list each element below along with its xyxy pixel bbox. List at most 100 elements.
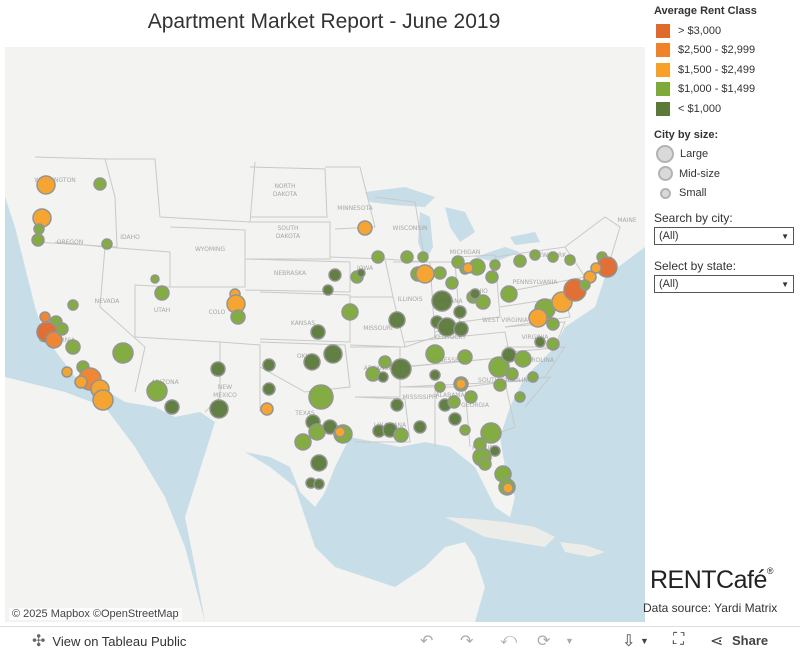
city-bubble bbox=[341, 303, 359, 321]
refresh-icon[interactable]: ⟳ bbox=[537, 633, 551, 650]
download-icon[interactable]: ⇩ bbox=[622, 633, 636, 650]
land bbox=[5, 47, 645, 622]
rent-legend-item[interactable]: $2,500 - $2,999 bbox=[654, 41, 796, 61]
city-bubble bbox=[579, 279, 591, 291]
city-select-value: (All) bbox=[659, 230, 679, 242]
city-bubble bbox=[493, 378, 507, 392]
city-bubble bbox=[547, 251, 559, 263]
city-bubble bbox=[434, 381, 446, 393]
city-bubble bbox=[417, 251, 429, 263]
city-bubble bbox=[357, 220, 373, 236]
redo-icon[interactable]: ↷ bbox=[460, 633, 474, 650]
city-bubble bbox=[313, 478, 325, 490]
rent-legend-label: > $3,000 bbox=[678, 24, 722, 37]
rentcafe-logo: RENTCafé® bbox=[650, 566, 774, 595]
city-bubble bbox=[393, 427, 409, 443]
data-source: Data source: Yardi Matrix bbox=[643, 601, 778, 615]
svg-text:NEW: NEW bbox=[218, 384, 232, 391]
city-bubble bbox=[437, 317, 457, 337]
large-circle-icon bbox=[656, 145, 674, 164]
city-bubble bbox=[93, 177, 107, 191]
rent-legend-item[interactable]: $1,500 - $2,499 bbox=[654, 60, 796, 80]
city-bubble bbox=[464, 390, 478, 404]
svg-text:DAKOTA: DAKOTA bbox=[273, 191, 298, 198]
svg-text:ARIZONA: ARIZONA bbox=[151, 379, 179, 386]
city-bubble bbox=[502, 482, 514, 494]
color-swatch bbox=[656, 23, 670, 38]
city-bubble bbox=[294, 433, 312, 451]
svg-text:SOUTH CAROLINA: SOUTH CAROLINA bbox=[478, 377, 533, 384]
city-bubble bbox=[230, 309, 246, 325]
svg-text:ALABAMA: ALABAMA bbox=[435, 392, 465, 399]
svg-text:UTAH: UTAH bbox=[154, 307, 170, 314]
fullscreen-icon[interactable]: ⛶ bbox=[673, 631, 685, 648]
city-bubble bbox=[455, 378, 467, 390]
svg-text:TENNESSEE: TENNESSEE bbox=[426, 357, 463, 364]
city-bubbles[interactable] bbox=[31, 175, 618, 496]
size-legend-title: City by size: bbox=[654, 128, 719, 141]
city-bubble bbox=[310, 324, 326, 340]
map-attribution[interactable]: © 2025 Mapbox ©OpenStreetMap bbox=[9, 608, 182, 620]
map-canvas[interactable]: WASHINGTON OREGON IDAHO NEVADA UTAH ARIZ… bbox=[5, 47, 645, 622]
logo-mark: ® bbox=[766, 566, 774, 576]
city-bubble bbox=[590, 262, 602, 274]
city-bubble bbox=[462, 262, 474, 274]
city-bubble bbox=[475, 294, 491, 310]
rent-legend-item[interactable]: < $1,000 bbox=[654, 99, 796, 119]
city-bubble bbox=[433, 266, 447, 280]
svg-text:ARKANSAS: ARKANSAS bbox=[364, 365, 397, 372]
city-bubble bbox=[328, 268, 342, 282]
city-bubble bbox=[400, 250, 414, 264]
state-select[interactable]: (All) ▼ bbox=[654, 275, 794, 293]
city-bubble bbox=[413, 420, 427, 434]
city-bubble bbox=[55, 322, 69, 336]
revert-icon[interactable]: ⤺ bbox=[500, 631, 518, 648]
city-select[interactable]: (All) ▼ bbox=[654, 227, 794, 245]
city-bubble bbox=[146, 380, 168, 402]
city-bubble bbox=[514, 350, 532, 368]
city-bubble bbox=[473, 437, 487, 451]
svg-text:MAINE: MAINE bbox=[617, 217, 637, 224]
refresh-dropdown-icon[interactable]: ▼ bbox=[565, 636, 574, 646]
city-bubble bbox=[514, 391, 526, 403]
city-bubble bbox=[388, 311, 406, 329]
city-bubble bbox=[67, 299, 79, 311]
rent-legend-label: < $1,000 bbox=[678, 102, 722, 115]
small-circle-icon bbox=[660, 187, 671, 199]
svg-text:NEVADA: NEVADA bbox=[95, 298, 121, 305]
share-button[interactable]: Share bbox=[732, 633, 769, 648]
city-bubble bbox=[303, 353, 321, 371]
state-filter-label: Select by state: bbox=[654, 259, 737, 273]
city-bubble bbox=[529, 249, 541, 261]
city-bubble bbox=[92, 389, 114, 411]
mid-circle-icon bbox=[658, 166, 673, 182]
svg-text:MISSOURI: MISSOURI bbox=[363, 325, 393, 332]
city-bubble bbox=[260, 402, 274, 416]
us-map[interactable]: WASHINGTON OREGON IDAHO NEVADA UTAH ARIZ… bbox=[5, 47, 645, 622]
city-bubble bbox=[453, 305, 467, 319]
city-bubble bbox=[469, 288, 481, 300]
rent-legend-label: $1,500 - $2,499 bbox=[678, 63, 756, 76]
rent-legend-item[interactable]: $1,000 - $1,499 bbox=[654, 80, 796, 100]
city-bubble bbox=[33, 223, 45, 235]
city-bubble bbox=[546, 337, 560, 351]
city-bubble bbox=[45, 331, 63, 349]
city-bubble bbox=[478, 457, 492, 471]
svg-text:KENTUCKY: KENTUCKY bbox=[434, 334, 466, 341]
city-bubble bbox=[310, 454, 328, 472]
undo-icon[interactable]: ↶ bbox=[420, 633, 434, 650]
view-on-tableau-label: View on Tableau Public bbox=[52, 633, 187, 649]
share-icon[interactable]: ⋖ bbox=[710, 633, 724, 650]
city-bubble bbox=[150, 274, 160, 284]
city-bubble bbox=[164, 399, 180, 415]
size-legend-small: Small bbox=[654, 184, 796, 204]
city-bubble bbox=[390, 358, 412, 380]
city-bubble bbox=[453, 321, 469, 337]
dropdown-arrow-icon: ▼ bbox=[781, 279, 789, 289]
city-bubble bbox=[505, 367, 519, 381]
download-dropdown-icon[interactable]: ▼ bbox=[640, 636, 649, 646]
svg-text:IDAHO: IDAHO bbox=[120, 234, 140, 241]
rent-legend-item[interactable]: > $3,000 bbox=[654, 21, 796, 41]
view-on-tableau-link[interactable]: ✣ View on Tableau Public bbox=[32, 631, 186, 651]
svg-text:VIRGINIA: VIRGINIA bbox=[522, 334, 550, 341]
